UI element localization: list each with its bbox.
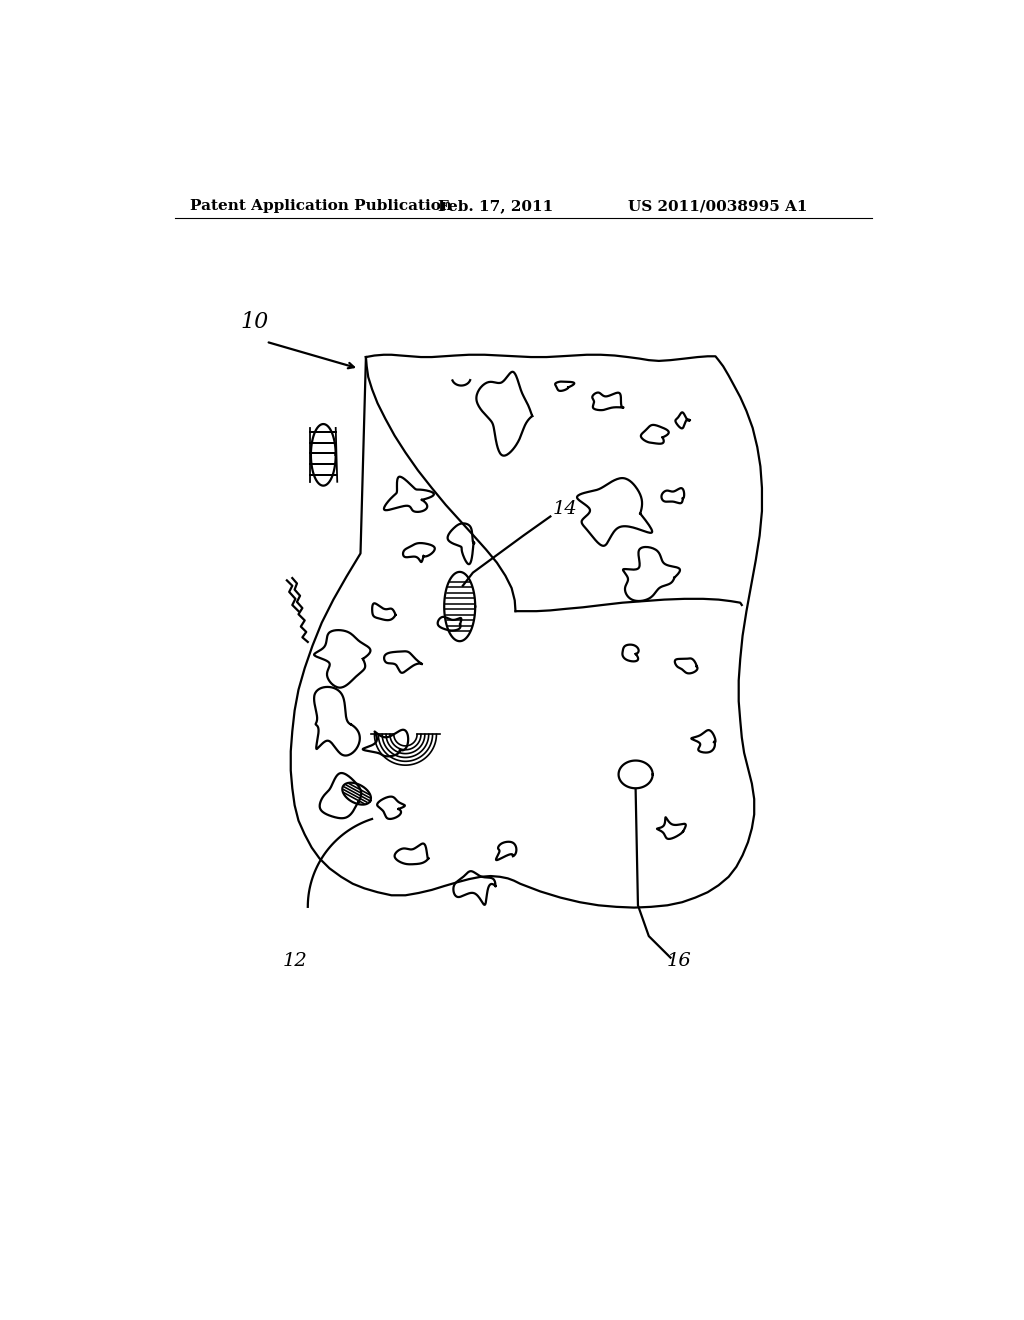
- Text: 12: 12: [283, 952, 308, 970]
- Text: Patent Application Publication: Patent Application Publication: [190, 199, 452, 213]
- Text: 14: 14: [553, 500, 578, 517]
- Text: 10: 10: [241, 310, 268, 333]
- Text: 16: 16: [667, 952, 691, 970]
- Text: US 2011/0038995 A1: US 2011/0038995 A1: [628, 199, 807, 213]
- Text: Feb. 17, 2011: Feb. 17, 2011: [438, 199, 553, 213]
